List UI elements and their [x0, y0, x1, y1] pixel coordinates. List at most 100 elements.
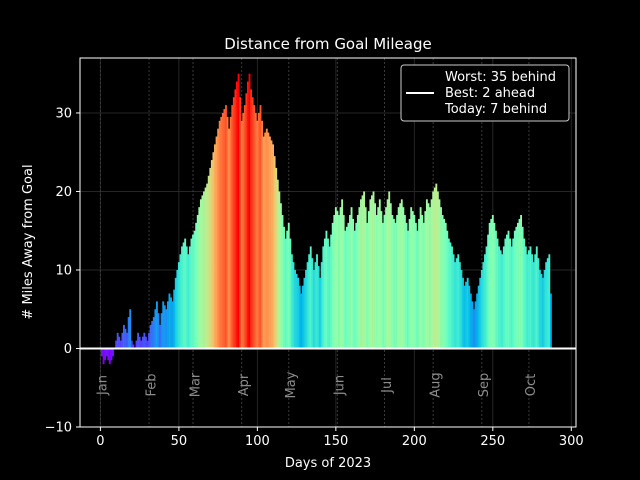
ticks: 0 50 100 150 200 250 300 −10 0 10 20 30: [45, 106, 584, 449]
day-bar: [220, 116, 223, 349]
day-bar: [151, 321, 154, 349]
x-tick-label: 0: [96, 434, 104, 449]
legend-line-best: Best: 2 ahead: [445, 86, 535, 101]
day-bar: [507, 230, 510, 349]
day-bar: [185, 246, 188, 349]
day-bar: [327, 238, 329, 349]
day-bar: [413, 215, 416, 349]
day-bar: [549, 293, 552, 349]
day-bar: [403, 215, 406, 349]
day-bar: [209, 167, 212, 349]
day-bar: [529, 246, 532, 349]
day-bar: [256, 120, 259, 349]
day-bar: [198, 207, 201, 349]
day-bar: [353, 230, 356, 349]
day-bar: [115, 340, 118, 349]
day-bar: [457, 254, 460, 349]
day-bar: [157, 313, 160, 349]
day-bar: [320, 262, 323, 349]
y-tick-label: 20: [55, 185, 72, 200]
day-bar: [110, 348, 113, 361]
day-bar: [162, 301, 165, 349]
day-bar: [506, 234, 508, 349]
bar-series: [101, 73, 552, 365]
day-bar: [469, 293, 472, 349]
axes: [79, 57, 577, 428]
day-bar: [372, 191, 375, 349]
day-bar: [276, 179, 279, 349]
day-bar: [228, 128, 231, 349]
legend-line-today: Today: 7 behind: [444, 102, 547, 117]
day-bar: [375, 215, 378, 349]
day-bar: [218, 120, 221, 349]
day-bar: [140, 340, 143, 349]
day-bar: [116, 332, 119, 349]
day-bar: [179, 254, 182, 349]
day-bar: [518, 218, 521, 349]
day-bar: [196, 215, 199, 349]
day-bar: [270, 140, 273, 349]
day-bar: [495, 230, 497, 349]
month-label: Apr: [237, 373, 252, 396]
day-bar: [462, 277, 464, 349]
day-bar: [402, 207, 405, 349]
day-bar: [279, 203, 282, 349]
day-bar: [295, 273, 298, 349]
day-bar: [163, 305, 166, 349]
day-bar: [455, 258, 458, 349]
day-bar: [389, 203, 392, 349]
day-bar: [308, 254, 311, 349]
day-bar: [490, 218, 493, 349]
legend: Worst: 35 behind Best: 2 ahead Today: 7 …: [400, 64, 570, 122]
day-bar: [466, 277, 469, 349]
day-bar: [358, 207, 361, 349]
day-bar: [265, 128, 268, 349]
day-bar: [482, 262, 485, 349]
day-bar: [391, 215, 394, 349]
day-bar: [132, 344, 135, 349]
day-bar: [410, 207, 413, 349]
day-bar: [524, 246, 527, 349]
day-bar: [243, 105, 246, 349]
day-bar: [166, 301, 169, 349]
day-bar: [290, 254, 293, 349]
day-bar: [526, 254, 529, 349]
day-bar: [425, 199, 428, 349]
day-bar: [349, 215, 351, 349]
day-bar: [187, 254, 190, 349]
day-bar: [253, 105, 256, 349]
day-bar: [217, 128, 220, 349]
day-bar: [319, 277, 322, 349]
day-bar: [239, 97, 242, 349]
day-bar: [523, 238, 526, 349]
y-axis-label: # Miles Away from Goal: [21, 164, 36, 319]
day-bar: [498, 246, 501, 349]
x-tick-label: 150: [323, 434, 348, 449]
day-bar: [452, 254, 455, 349]
day-bar: [123, 324, 125, 349]
day-bar: [350, 207, 353, 349]
day-bar: [496, 238, 499, 349]
day-bar: [155, 301, 158, 349]
day-bar: [510, 246, 513, 349]
day-bar: [174, 277, 177, 349]
month-label: Aug: [428, 372, 443, 397]
month-label: Mar: [188, 372, 203, 397]
day-bar: [267, 132, 270, 349]
day-bar: [487, 234, 490, 349]
y-tick-label: 10: [55, 263, 72, 278]
day-bar: [118, 336, 121, 349]
day-bar: [190, 238, 193, 349]
day-bar: [545, 262, 548, 349]
day-bar: [176, 269, 179, 349]
day-bar: [339, 207, 342, 349]
day-bar: [418, 218, 420, 349]
y-tick-label: 30: [55, 106, 72, 121]
day-bar: [388, 191, 391, 349]
day-bar: [143, 332, 146, 349]
day-bar: [392, 218, 395, 349]
day-bar: [173, 289, 176, 349]
day-bar: [449, 242, 452, 349]
day-bar: [435, 183, 438, 349]
